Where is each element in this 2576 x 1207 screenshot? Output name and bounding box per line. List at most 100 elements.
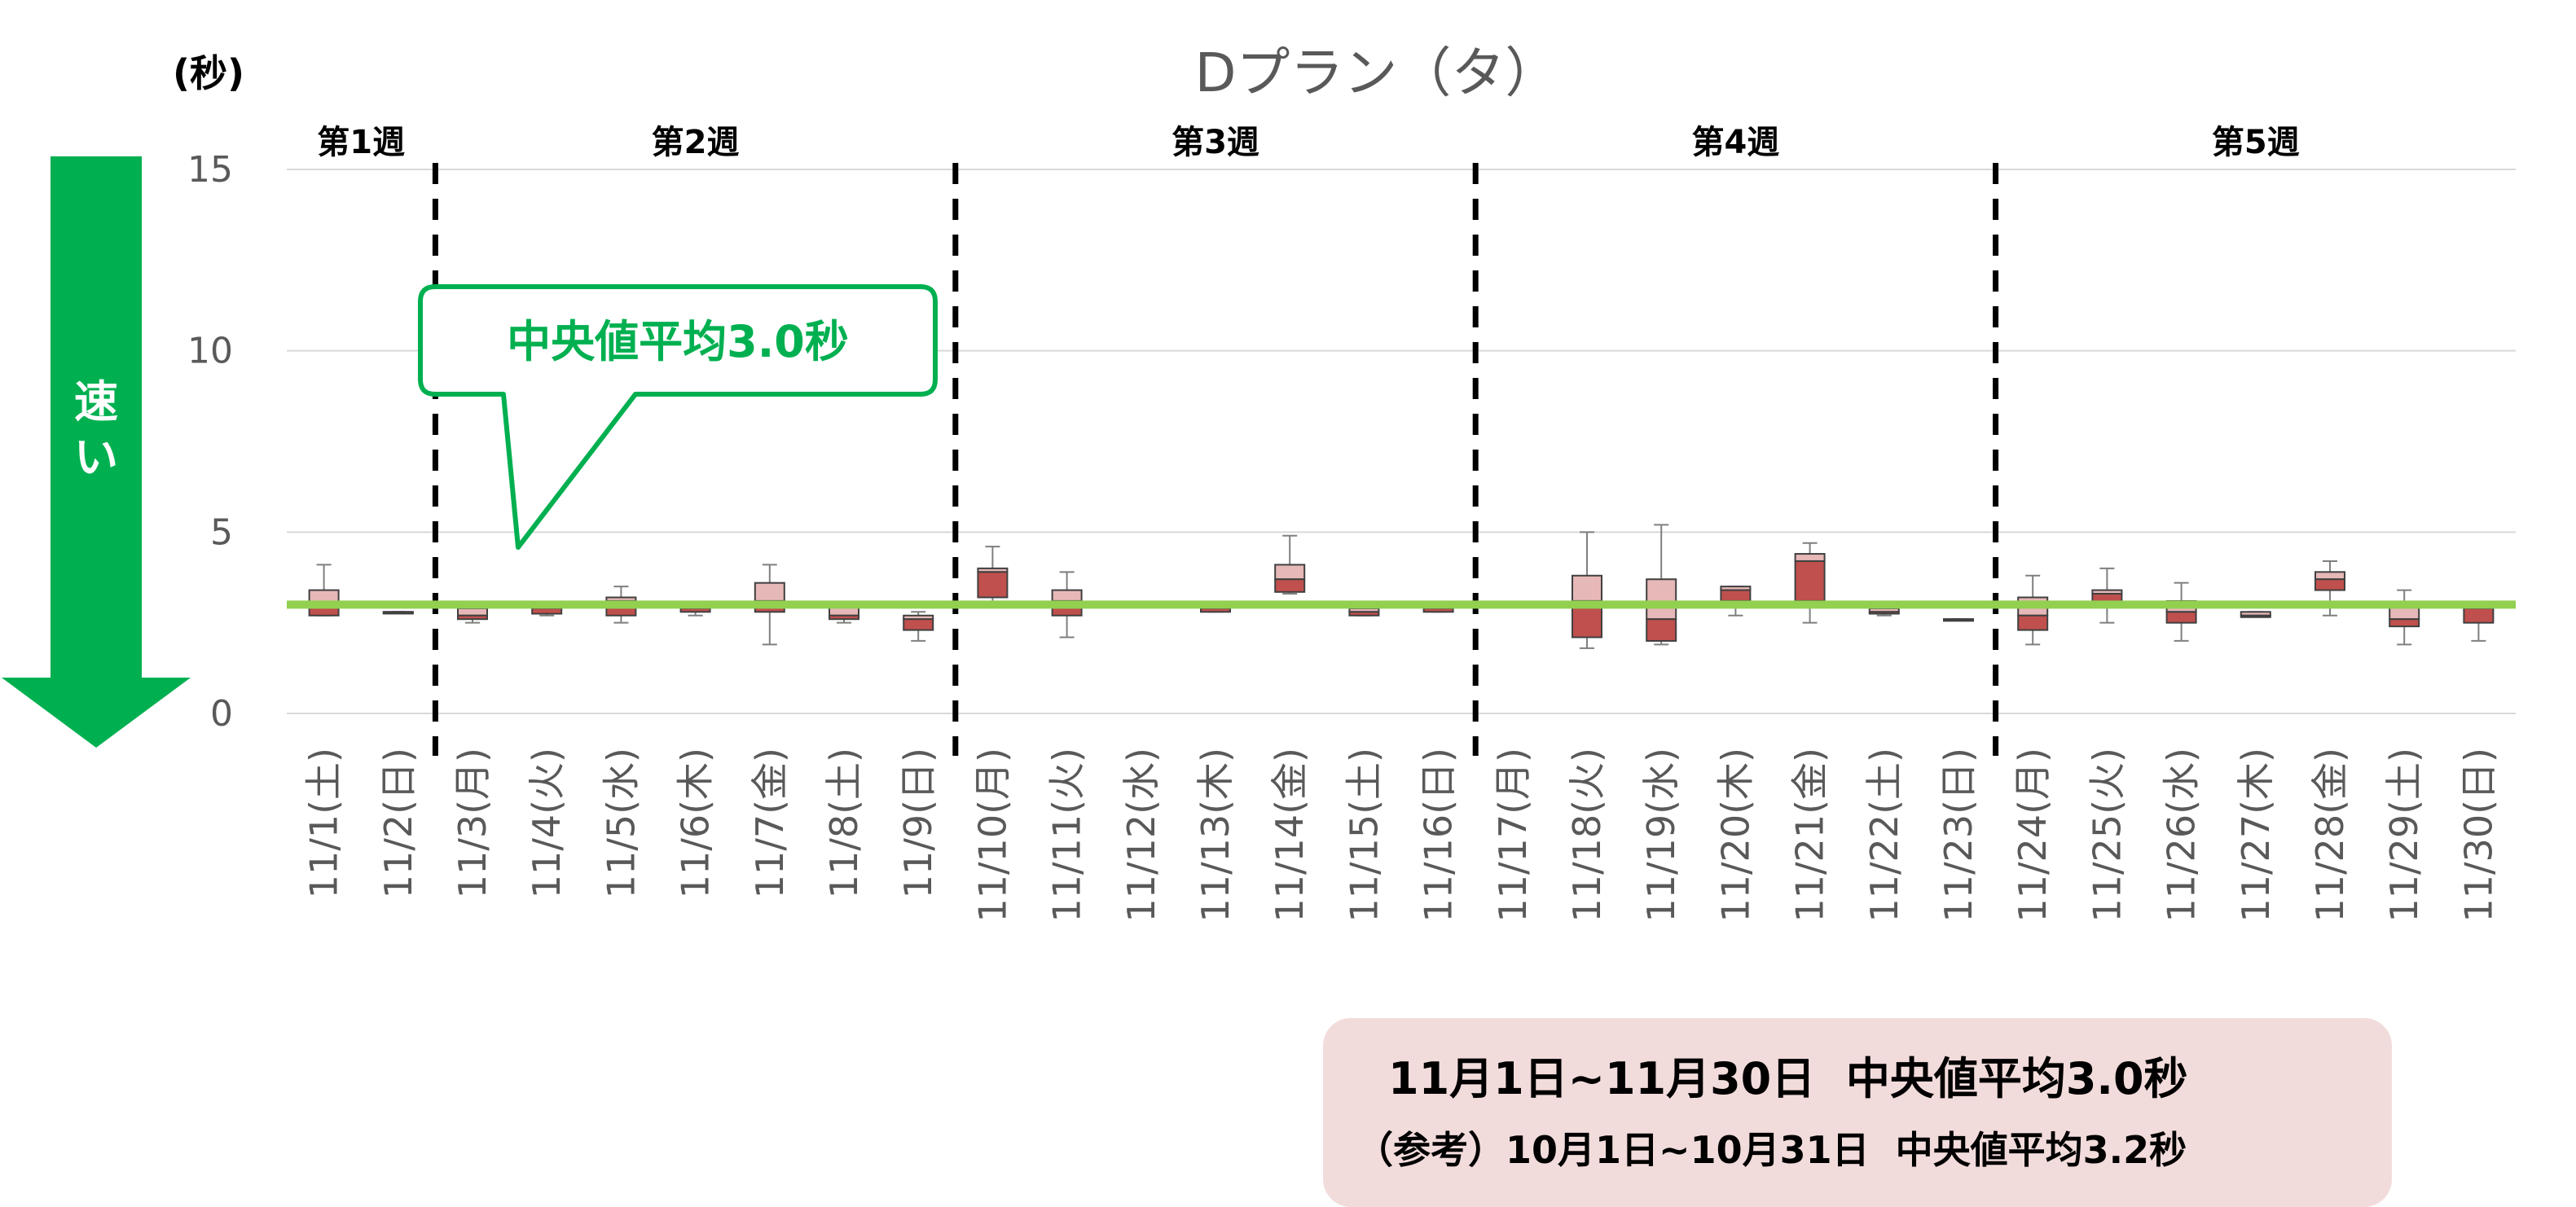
callout-text: 中央値平均3.0秒 [507,316,849,367]
x-tick-label: 11/10(月) [970,748,1014,922]
box-lower [2463,607,2495,624]
box-3 [457,607,488,624]
x-tick-label: 11/8(土) [822,748,866,898]
box-26 [2165,582,2197,642]
x-tick-label: 11/18(火) [1565,748,1609,922]
box-29 [2389,589,2420,646]
y-tick-label: 10 [187,331,233,372]
box-lower [1422,607,1454,613]
x-tick-label: 11/19(水) [1639,748,1683,922]
box-lower [2165,611,2197,624]
chart-title: Dプラン（タ） [1195,42,1559,104]
x-tick-label: 11/11(火) [1045,748,1089,922]
x-tick-label: 11/15(土) [1342,748,1386,922]
box-lower [457,614,488,621]
box-upper [1794,553,1826,562]
box-lower [531,607,563,615]
box-lower [1348,611,1380,617]
x-tick-label: 11/9(日) [896,748,940,898]
x-tick-label: 11/13(木) [1193,748,1237,922]
box-lower [903,618,934,631]
median-callout: 中央値平均3.0秒 [418,284,938,550]
x-tick-label: 11/14(金) [1268,748,1312,922]
x-tick-label: 11/23(日) [1936,748,1980,922]
x-tick-label: 11/30(日) [2456,748,2500,922]
summary-reference: （参考）10月1日~10月31日 中央値平均3.2秒 [1356,1128,2187,1172]
x-tick-label: 11/24(月) [2011,748,2055,922]
box-lower [2314,578,2345,591]
x-tick-label: 11/22(土) [1862,748,1906,922]
box-23 [1943,618,1974,622]
box-2 [382,611,414,615]
box-upper [1274,564,1306,581]
box-lower [1274,578,1306,593]
week-label: 第1週 [317,124,405,161]
x-tick-label: 11/29(土) [2382,748,2426,922]
week-label: 第5週 [2212,124,2300,161]
box-14 [1274,534,1306,595]
x-tick-label: 11/16(日) [1417,748,1461,922]
x-tick-label: 11/25(火) [2085,748,2129,922]
box-lower [829,614,859,621]
box-lower [1200,607,1231,613]
box-22 [1868,607,1900,617]
x-tick-label: 11/27(木) [2234,748,2278,922]
box-upper [1572,574,1602,602]
box-lower [2389,618,2420,628]
box-15 [1348,607,1380,617]
box-lower [1868,611,1900,615]
down-arrow-icon [2,156,191,748]
x-tick-label: 11/12(水) [1119,748,1163,922]
gridlines [287,169,2516,714]
box-lower [1794,560,1826,602]
y-tick-label: 5 [210,511,233,553]
x-tick-label: 11/21(金) [1788,748,1832,922]
box-lower [977,571,1009,599]
box-18 [1572,531,1602,649]
x-tick-label: 11/3(月) [451,748,495,898]
speed-label-char-1: 速 [74,376,118,428]
speed-indicator: 速 い [2,156,191,748]
summary-box: 11月1日~11月30日 中央値平均3.0秒 （参考）10月1日~10月31日 … [1323,1018,2392,1207]
box-lower [2240,614,2271,618]
box-lower [382,611,414,615]
week-label: 第2週 [652,124,740,161]
x-tick-label: 11/6(木) [674,748,718,898]
box-lower [1646,618,1677,642]
x-tick-label: 11/2(日) [376,748,420,898]
box-24 [2017,574,2049,646]
y-unit-label: (秒) [173,51,244,95]
box-upper [1051,589,1083,602]
week-groups: 第1週 第2週 第3週 第4週 第5週 [317,124,2300,756]
box-lower [1943,618,1974,622]
summary-current: 11月1日~11月30日 中央値平均3.0秒 [1388,1053,2188,1104]
box-30 [2463,604,2495,642]
week-label: 第3週 [1172,124,1259,161]
x-tick-label: 11/7(金) [748,748,792,898]
box-upper [2314,571,2345,581]
x-tick-label: 11/26(水) [2160,748,2204,922]
box-upper [457,607,488,617]
callout-bubble [418,284,938,550]
x-tick-label: 11/28(金) [2308,748,2352,922]
box-lower [679,607,711,613]
box-lower [2017,614,2049,631]
box-21 [1794,542,1826,624]
box-25 [2091,567,2123,624]
x-tick-label: 11/5(水) [599,748,643,898]
y-tick-labels: 0 5 10 15 [187,149,233,735]
box-9 [903,611,934,642]
x-tick-labels: 11/1(土) 11/2(日) 11/3(月) 11/4(火) 11/5(水) 11/6(… [302,748,2501,922]
box-series [308,524,2495,649]
x-tick-label: 11/4(火) [525,748,569,898]
x-tick-label: 11/1(土) [302,748,346,898]
speed-label-char-2: い [74,432,118,483]
y-tick-label: 0 [210,693,233,735]
box-19 [1646,524,1677,646]
x-tick-label: 11/17(月) [1491,748,1535,922]
box-upper [754,582,785,602]
box-10 [977,546,1009,606]
box-27 [2240,611,2271,618]
box-upper [1646,578,1677,621]
